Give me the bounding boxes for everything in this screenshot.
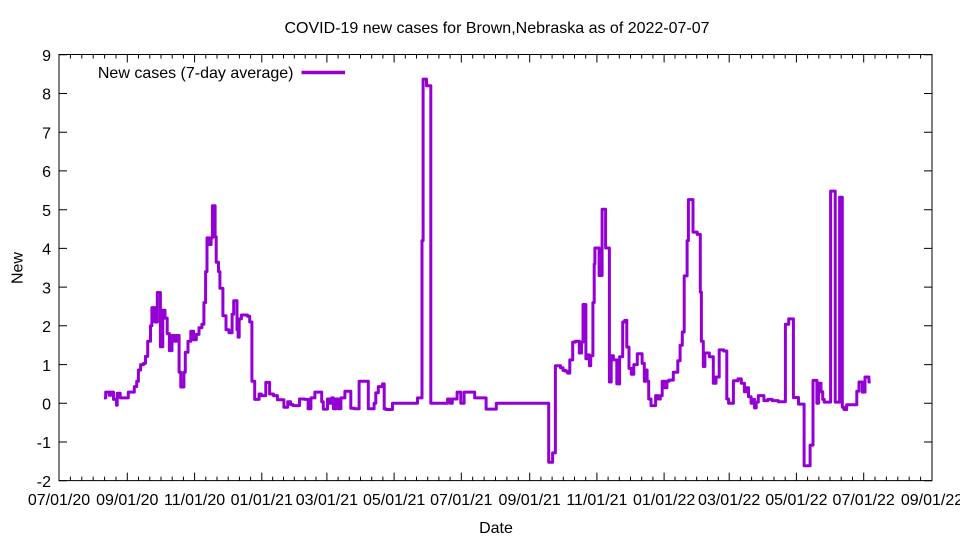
svg-text:-1: -1 — [37, 435, 51, 452]
svg-text:11/01/21: 11/01/21 — [566, 492, 627, 509]
svg-text:09/01/22: 09/01/22 — [901, 492, 960, 509]
svg-text:Date: Date — [479, 520, 513, 537]
svg-text:4: 4 — [42, 242, 51, 259]
svg-text:New cases (7-day average): New cases (7-day average) — [98, 65, 294, 82]
svg-text:01/01/21: 01/01/21 — [231, 492, 293, 509]
svg-text:1: 1 — [42, 358, 51, 375]
svg-text:2: 2 — [42, 319, 51, 336]
svg-text:6: 6 — [42, 164, 51, 181]
svg-text:05/01/21: 05/01/21 — [363, 492, 425, 509]
svg-text:-2: -2 — [37, 474, 51, 491]
svg-text:0: 0 — [42, 397, 51, 414]
svg-text:11/01/20: 11/01/20 — [164, 492, 225, 509]
svg-text:9: 9 — [42, 48, 51, 65]
svg-text:03/01/22: 03/01/22 — [698, 492, 760, 509]
svg-text:07/01/22: 07/01/22 — [833, 492, 895, 509]
svg-text:03/01/21: 03/01/21 — [296, 492, 358, 509]
svg-text:01/01/22: 01/01/22 — [633, 492, 695, 509]
svg-text:07/01/20: 07/01/20 — [28, 492, 90, 509]
svg-text:7: 7 — [42, 125, 51, 142]
svg-text:New: New — [9, 252, 26, 284]
svg-text:09/01/21: 09/01/21 — [499, 492, 561, 509]
svg-text:09/01/20: 09/01/20 — [96, 492, 158, 509]
svg-text:05/01/22: 05/01/22 — [765, 492, 827, 509]
svg-text:COVID-19 new cases for Brown,N: COVID-19 new cases for Brown,Nebraska as… — [284, 20, 709, 37]
svg-text:5: 5 — [42, 203, 51, 220]
svg-text:07/01/21: 07/01/21 — [430, 492, 492, 509]
svg-text:8: 8 — [42, 87, 51, 104]
svg-text:3: 3 — [42, 280, 51, 297]
